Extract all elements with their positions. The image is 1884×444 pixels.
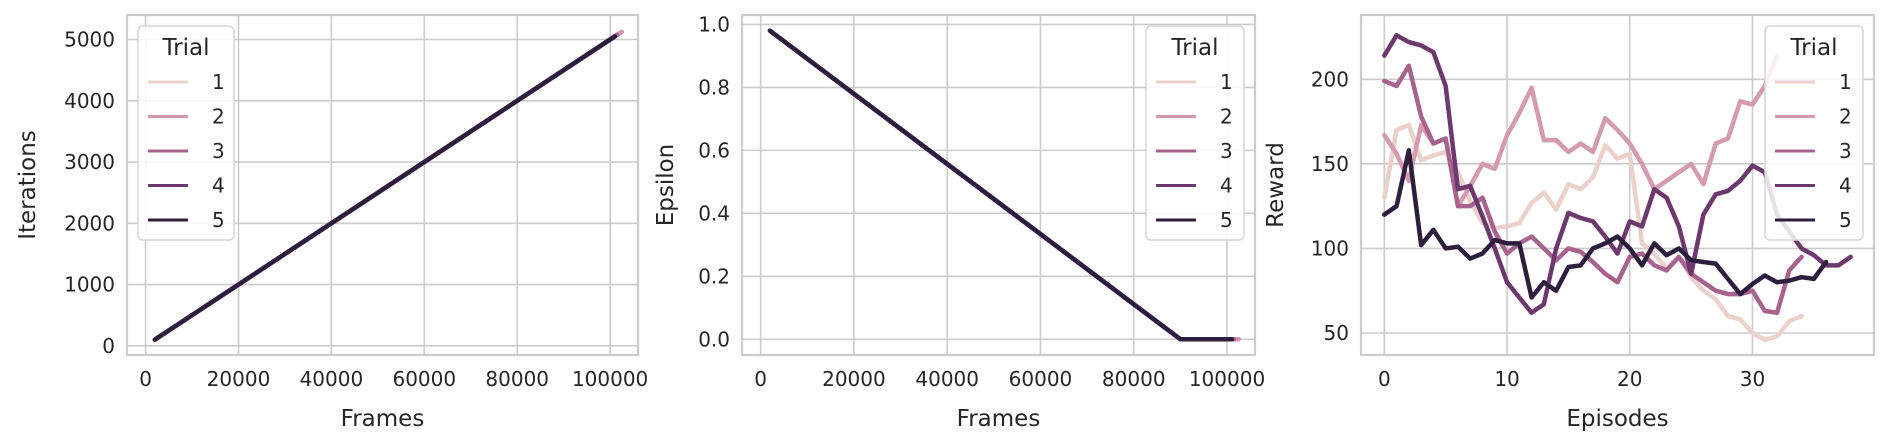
y-axis-label: Reward xyxy=(1263,142,1289,228)
x-tick-label: 40000 xyxy=(915,367,979,391)
legend-label-trial-3: 3 xyxy=(1839,139,1852,163)
y-tick-label: 100 xyxy=(1311,236,1349,260)
x-tick-label: 10 xyxy=(1494,367,1519,391)
y-tick-label: 0.8 xyxy=(698,75,730,99)
plot-frame xyxy=(125,13,640,357)
x-tick-label: 60000 xyxy=(1009,367,1073,391)
x-tick-label: 30 xyxy=(1740,367,1765,391)
x-axis-label: Frames xyxy=(957,406,1041,432)
y-tick-label: 0.6 xyxy=(698,138,730,162)
legend-title: Trial xyxy=(1790,35,1838,61)
y-tick-label: 0.2 xyxy=(698,264,730,288)
chart-epsilon-vs-frames: 0 20000 40000 60000 80000 100000 0.0 0.2 0.4 0.6 0… xyxy=(653,12,1265,432)
y-axis-label: Iterations xyxy=(15,130,41,240)
legend-label-trial-5: 5 xyxy=(1839,208,1852,232)
series-line-trial-5 xyxy=(1382,148,1829,300)
y-tick-label: 150 xyxy=(1311,152,1349,176)
legend-label-trial-1: 1 xyxy=(1220,70,1233,94)
legend-title: Trial xyxy=(162,35,210,61)
y-axis-label: Epsilon xyxy=(653,144,679,227)
legend-label-trial-3: 3 xyxy=(1220,139,1233,163)
x-tick-label: 0 xyxy=(754,367,767,391)
legend-label-trial-1: 1 xyxy=(212,70,225,94)
legend-label-trial-2: 2 xyxy=(1220,105,1233,129)
y-tick-label: 0 xyxy=(102,334,115,358)
series-lines xyxy=(1382,33,1853,343)
series-lines xyxy=(767,28,1241,342)
x-tick-label: 40000 xyxy=(300,367,364,391)
series-line-trial-5 xyxy=(152,34,618,342)
series-line-trial-5 xyxy=(767,28,1234,342)
legend-title: Trial xyxy=(1171,35,1219,61)
series-lines xyxy=(152,29,624,342)
x-tick-label: 20000 xyxy=(822,367,886,391)
legend-label-trial-5: 5 xyxy=(212,208,225,232)
legend-label-trial-3: 3 xyxy=(212,139,225,163)
x-tick-label: 60000 xyxy=(392,367,456,391)
y-tick-label: 3000 xyxy=(64,150,115,174)
x-tick-label: 80000 xyxy=(485,367,549,391)
x-tick-label: 20000 xyxy=(207,367,271,391)
series-line-trial-3 xyxy=(1382,63,1804,315)
plot-frame xyxy=(740,13,1257,357)
x-tick-label: 100000 xyxy=(1189,367,1265,391)
y-tick-label: 2000 xyxy=(64,211,115,235)
y-tick-label: 4000 xyxy=(64,89,115,113)
x-tick-label: 0 xyxy=(139,367,152,391)
y-tick-label: 5000 xyxy=(64,28,115,52)
legend-label-trial-5: 5 xyxy=(1220,208,1233,232)
x-axis-label: Frames xyxy=(341,406,425,432)
legend-label-trial-1: 1 xyxy=(1839,70,1852,94)
y-tick-label: 1000 xyxy=(64,273,115,297)
x-axis-label: Episodes xyxy=(1566,406,1668,432)
legend-label-trial-4: 4 xyxy=(1220,174,1233,198)
y-tick-label: 1.0 xyxy=(698,12,730,36)
legend-label-trial-4: 4 xyxy=(1839,174,1852,198)
plot-frame xyxy=(1359,13,1876,357)
x-tick-label: 20 xyxy=(1617,367,1642,391)
y-tick-label: 200 xyxy=(1311,67,1349,91)
x-tick-label: 100000 xyxy=(572,367,648,391)
legend-label-trial-4: 4 xyxy=(212,174,225,198)
legend-label-trial-2: 2 xyxy=(212,105,225,129)
y-tick-label: 0.4 xyxy=(698,201,730,225)
legend-label-trial-2: 2 xyxy=(1839,105,1852,129)
x-tick-label: 0 xyxy=(1378,367,1391,391)
y-tick-label: 0.0 xyxy=(698,327,730,351)
chart-iterations-vs-frames: 0 20000 40000 60000 80000 100000 0 1000 2000 3000… xyxy=(15,13,648,432)
x-tick-label: 80000 xyxy=(1102,367,1166,391)
y-tick-label: 50 xyxy=(1324,321,1349,345)
